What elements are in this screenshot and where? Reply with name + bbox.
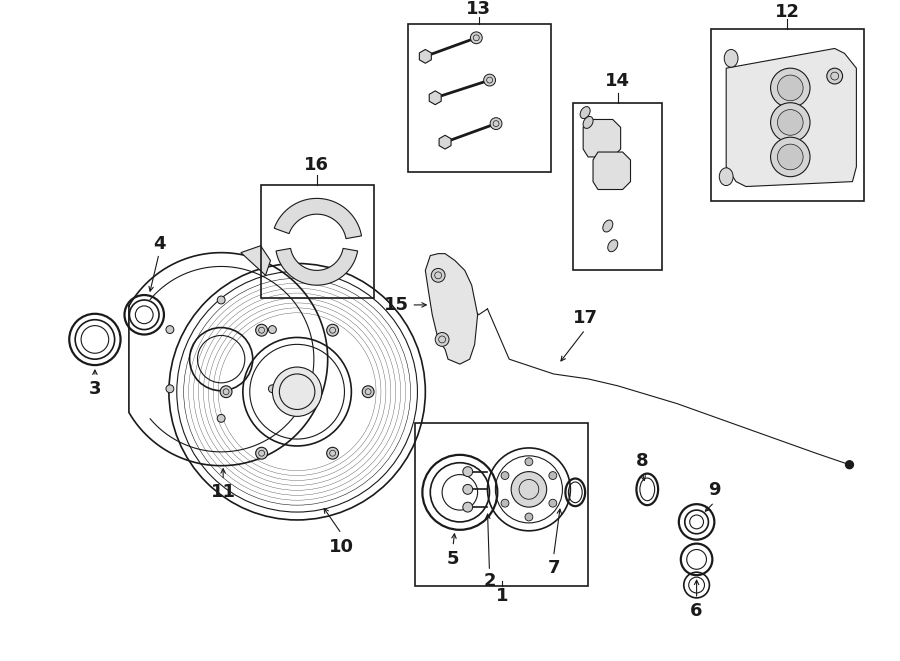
Circle shape (471, 32, 482, 44)
Circle shape (501, 471, 508, 479)
Circle shape (845, 461, 853, 469)
Ellipse shape (724, 50, 738, 67)
Text: 7: 7 (547, 559, 560, 577)
Circle shape (491, 118, 502, 130)
Circle shape (525, 458, 533, 466)
Polygon shape (439, 136, 451, 149)
Circle shape (483, 74, 496, 86)
Polygon shape (583, 120, 621, 157)
Ellipse shape (603, 220, 613, 232)
Text: 17: 17 (572, 309, 598, 327)
Text: 12: 12 (775, 3, 800, 21)
Circle shape (166, 385, 174, 393)
Text: 4: 4 (153, 235, 166, 253)
Bar (711, 28, 864, 202)
Text: 15: 15 (383, 296, 427, 314)
Bar (416, 423, 588, 586)
Ellipse shape (719, 168, 733, 186)
Circle shape (778, 75, 803, 100)
Circle shape (770, 137, 810, 176)
Circle shape (273, 367, 322, 416)
Polygon shape (419, 50, 431, 63)
Text: 3: 3 (89, 380, 101, 398)
Circle shape (770, 102, 810, 142)
Text: 16: 16 (304, 156, 329, 174)
Bar (408, 24, 551, 172)
Polygon shape (274, 198, 362, 239)
Circle shape (217, 414, 225, 422)
Circle shape (436, 332, 449, 346)
Circle shape (525, 513, 533, 521)
Circle shape (256, 325, 267, 336)
Text: 13: 13 (466, 0, 491, 18)
Circle shape (220, 386, 232, 398)
Circle shape (778, 110, 803, 136)
Circle shape (770, 68, 810, 108)
Circle shape (431, 268, 446, 282)
Text: 5: 5 (446, 551, 459, 568)
Polygon shape (429, 91, 441, 104)
Ellipse shape (580, 106, 590, 118)
Bar (261, 184, 374, 298)
Text: 14: 14 (605, 72, 630, 90)
Polygon shape (276, 249, 357, 285)
Polygon shape (726, 48, 857, 186)
Ellipse shape (583, 116, 593, 128)
Text: 1: 1 (496, 587, 508, 605)
Circle shape (827, 68, 842, 84)
Circle shape (268, 326, 276, 334)
Circle shape (268, 385, 276, 393)
Circle shape (362, 386, 374, 398)
Circle shape (501, 499, 508, 507)
Circle shape (217, 296, 225, 304)
Circle shape (549, 499, 557, 507)
Polygon shape (426, 254, 478, 364)
Circle shape (463, 485, 473, 494)
Circle shape (463, 467, 473, 477)
Text: 9: 9 (708, 481, 721, 499)
Circle shape (256, 447, 267, 459)
Text: 2: 2 (483, 572, 496, 590)
Circle shape (166, 326, 174, 334)
Circle shape (778, 144, 803, 170)
Polygon shape (593, 152, 631, 190)
Text: 8: 8 (636, 451, 649, 470)
Ellipse shape (608, 240, 617, 252)
Bar (573, 102, 662, 270)
Text: 10: 10 (329, 537, 354, 556)
Text: 6: 6 (690, 602, 703, 620)
Polygon shape (241, 246, 271, 276)
Circle shape (463, 502, 473, 512)
Circle shape (327, 447, 338, 459)
Text: 11: 11 (211, 483, 236, 501)
Circle shape (327, 325, 338, 336)
Circle shape (549, 471, 557, 479)
Circle shape (511, 471, 546, 507)
